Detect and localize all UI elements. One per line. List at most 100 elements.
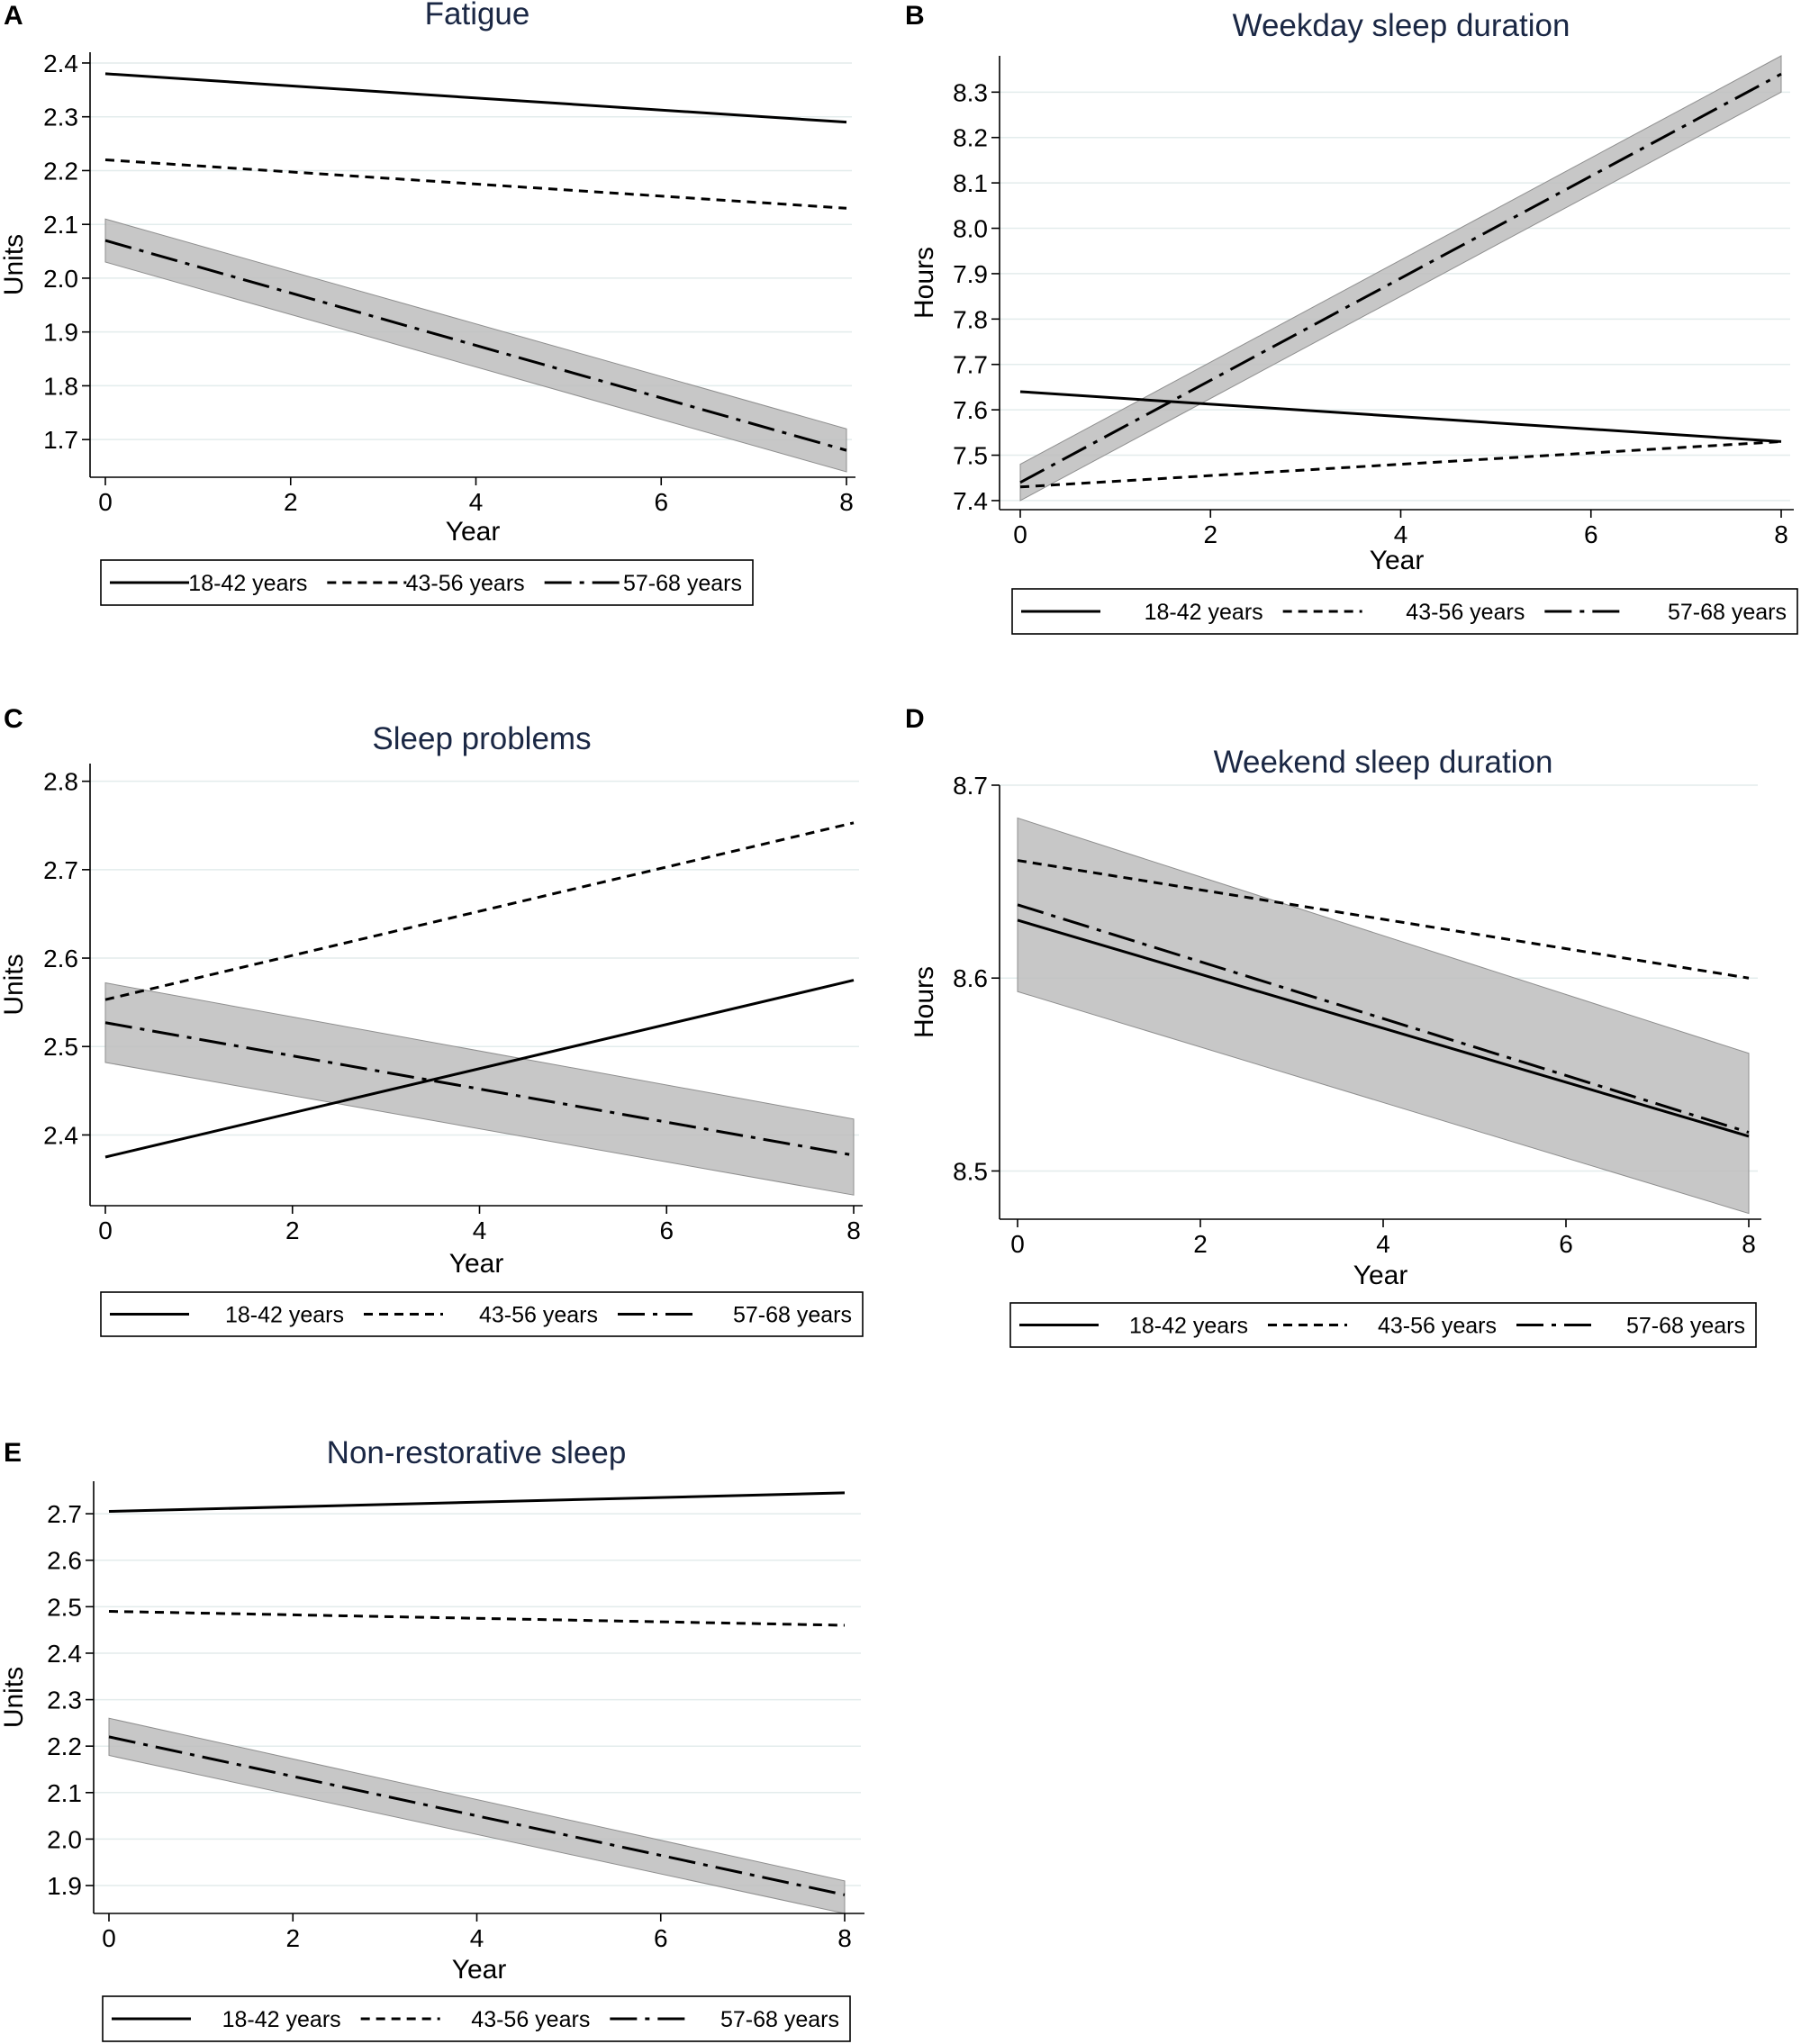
confidence-band bbox=[108, 1717, 846, 1914]
legend-label: 18-42 years bbox=[222, 2007, 341, 2032]
legend-label: 57-68 years bbox=[720, 2007, 839, 2032]
chart-title: Non-restorative sleep bbox=[327, 1435, 627, 1470]
series-line-3 bbox=[1019, 72, 1782, 484]
x-tick-label: 4 bbox=[469, 488, 484, 516]
panel-letter: A bbox=[4, 1, 23, 31]
x-tick-label: 6 bbox=[654, 488, 668, 516]
y-tick-label: 7.8 bbox=[953, 305, 988, 333]
legend: 18-42 years 43-56 years 57-68 years bbox=[100, 559, 754, 606]
y-tick-label: 2.2 bbox=[47, 1732, 82, 1760]
legend: 18-42 years 43-56 years 57-68 years bbox=[100, 1291, 864, 1337]
x-tick-label: 6 bbox=[659, 1216, 674, 1244]
legend-box bbox=[102, 1995, 851, 2042]
x-tick-label: 0 bbox=[98, 488, 113, 516]
y-tick-label: 2.5 bbox=[43, 1033, 78, 1061]
legend-label: 43-56 years bbox=[406, 571, 525, 596]
y-tick-label: 2.4 bbox=[43, 50, 78, 77]
panel-letter: D bbox=[905, 704, 925, 734]
confidence-band bbox=[104, 981, 855, 1196]
legend: 18-42 years 43-56 years 57-68 years bbox=[102, 1995, 851, 2042]
x-tick-label: 2 bbox=[1193, 1230, 1208, 1258]
y-tick-label: 1.7 bbox=[43, 426, 78, 454]
chart-title: Sleep problems bbox=[372, 721, 591, 756]
series-line-1 bbox=[108, 1491, 846, 1514]
x-tick-label: 6 bbox=[1559, 1230, 1573, 1258]
legend: 18-42 years 43-56 years 57-68 years bbox=[1011, 588, 1798, 635]
legend-label: 57-68 years bbox=[733, 1303, 852, 1328]
x-tick-label: 2 bbox=[284, 488, 298, 516]
series-line-2 bbox=[1019, 439, 1782, 489]
legend-label: 43-56 years bbox=[1378, 1314, 1497, 1339]
y-tick-label: 8.2 bbox=[953, 124, 988, 152]
series-line-3 bbox=[104, 239, 847, 452]
y-tick-label: 1.8 bbox=[43, 372, 78, 400]
x-tick-label: 4 bbox=[470, 1924, 484, 1952]
x-tick-label: 0 bbox=[102, 1924, 116, 1952]
y-tick-label: 2.1 bbox=[43, 211, 78, 239]
chart-panel-d: D Weekend sleep duration 8.5 8.6 8.7 0 2 4 6 8 Yea… bbox=[905, 704, 1761, 1348]
x-tick-label: 2 bbox=[285, 1216, 300, 1244]
legend-box bbox=[100, 559, 754, 606]
y-tick-label: 8.1 bbox=[953, 169, 988, 197]
series-line-3 bbox=[104, 1021, 855, 1157]
x-tick-label: 6 bbox=[654, 1924, 668, 1952]
y-axis-title: Units bbox=[0, 234, 29, 295]
x-tick-label: 4 bbox=[1394, 520, 1408, 548]
legend-label: 18-42 years bbox=[1129, 1314, 1248, 1339]
y-axis-title: Units bbox=[0, 1667, 29, 1728]
x-axis-title: Year bbox=[1353, 1261, 1408, 1290]
y-tick-label: 2.6 bbox=[47, 1547, 82, 1575]
y-axis-title: Units bbox=[0, 954, 29, 1015]
confidence-band bbox=[1017, 817, 1750, 1215]
series-line-1 bbox=[1017, 918, 1750, 1138]
legend-label: 57-68 years bbox=[1668, 600, 1787, 625]
y-tick-label: 2.7 bbox=[47, 1500, 82, 1528]
legend-box bbox=[100, 1291, 864, 1337]
y-axis-title: Hours bbox=[910, 247, 939, 319]
chart-panel-a: A Fatigue 1.7 1.8 1.9 2.0 2.1 2.2 2.3 2.4 0 2 4 6 8 Yea… bbox=[0, 0, 855, 606]
panel-letter: E bbox=[4, 1438, 22, 1468]
series-line-2 bbox=[104, 158, 847, 210]
y-tick-label: 8.6 bbox=[953, 964, 988, 992]
x-tick-label: 4 bbox=[473, 1216, 487, 1244]
y-tick-label: 2.4 bbox=[43, 1121, 78, 1149]
series-line-1 bbox=[104, 979, 855, 1159]
legend: 18-42 years 43-56 years 57-68 years bbox=[1009, 1302, 1757, 1348]
x-tick-label: 6 bbox=[1584, 520, 1598, 548]
y-tick-label: 1.9 bbox=[43, 319, 78, 347]
series-line-1 bbox=[1019, 390, 1782, 443]
series-line-2 bbox=[1017, 859, 1750, 980]
y-tick-label: 7.9 bbox=[953, 260, 988, 288]
legend-label: 43-56 years bbox=[479, 1303, 598, 1328]
x-tick-label: 0 bbox=[1013, 520, 1027, 548]
x-axis-title: Year bbox=[452, 1955, 507, 1985]
x-tick-label: 8 bbox=[846, 1216, 861, 1244]
y-tick-label: 2.0 bbox=[47, 1825, 82, 1853]
y-tick-label: 8.5 bbox=[953, 1157, 988, 1185]
chart-panel-b: B Weekday sleep duration 7.4 7.5 7.6 7.7 7.8 7.… bbox=[905, 1, 1798, 635]
chart-title: Weekend sleep duration bbox=[1214, 745, 1553, 780]
legend-label: 18-42 years bbox=[188, 571, 307, 596]
y-tick-label: 2.2 bbox=[43, 157, 78, 185]
panel-letter: C bbox=[4, 704, 23, 734]
chart-panel-e: E Non-restorative sleep 1.9 2.0 2.1 2.2 2.3 2.4… bbox=[0, 1435, 864, 2042]
legend-label: 43-56 years bbox=[1406, 600, 1525, 625]
y-tick-label: 2.5 bbox=[47, 1593, 82, 1621]
series-line-3 bbox=[1017, 903, 1750, 1135]
y-tick-label: 7.5 bbox=[953, 442, 988, 470]
x-tick-label: 2 bbox=[285, 1924, 300, 1952]
x-tick-label: 0 bbox=[1010, 1230, 1025, 1258]
legend-label: 43-56 years bbox=[471, 2007, 590, 2032]
y-tick-label: 7.4 bbox=[953, 487, 988, 515]
y-tick-label: 8.0 bbox=[953, 215, 988, 243]
series-line-2 bbox=[104, 821, 855, 1001]
x-axis-title: Year bbox=[449, 1249, 504, 1279]
x-tick-label: 2 bbox=[1203, 520, 1217, 548]
x-tick-label: 8 bbox=[839, 488, 854, 516]
x-tick-label: 8 bbox=[1774, 520, 1788, 548]
legend-label: 57-68 years bbox=[623, 571, 742, 596]
y-tick-label: 7.6 bbox=[953, 396, 988, 424]
legend-label: 18-42 years bbox=[225, 1303, 344, 1328]
legend-label: 57-68 years bbox=[1626, 1314, 1745, 1339]
